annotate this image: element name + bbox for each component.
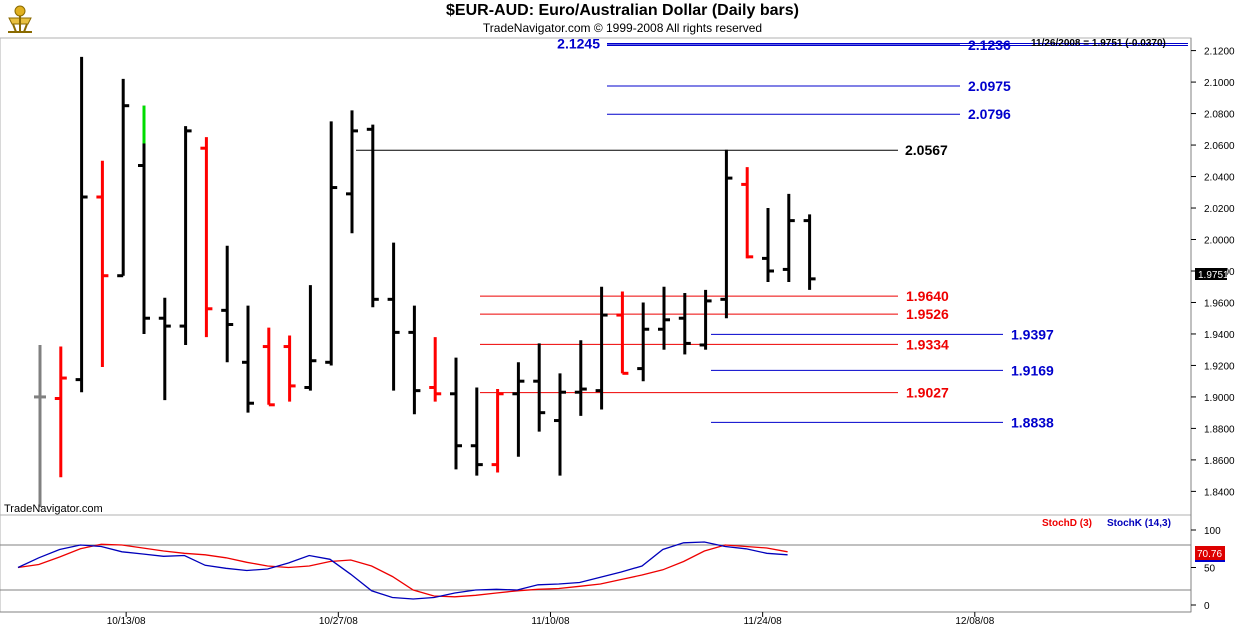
level-label: 2.0796 — [968, 106, 1011, 122]
date-axis: 10/13/08 10/27/08 11/10/08 11/24/08 12/08/08 — [107, 612, 995, 627]
level-label: 1.9526 — [906, 306, 949, 322]
date-tick-label: 10/27/08 — [319, 616, 358, 627]
price-tick-label: 1.9600 — [1204, 298, 1235, 309]
date-tick-label: 10/13/08 — [107, 616, 146, 627]
trade-navigator-logo-icon — [6, 2, 34, 34]
last-price-label: 1.9751 — [1198, 270, 1229, 281]
legend-stoch-k: StochK (14,3) — [1107, 518, 1171, 529]
price-tick-label: 1.8800 — [1204, 424, 1235, 435]
level-label: 2.1245 — [557, 36, 600, 52]
price-tick-label: 1.9000 — [1204, 393, 1235, 404]
price-tick-label: 1.8600 — [1204, 456, 1235, 467]
stochastic-tick-label: 50 — [1204, 564, 1216, 575]
price-tick-label: 1.9400 — [1204, 330, 1235, 341]
watermark-text: TradeNavigator.com — [4, 503, 103, 515]
level-label: 1.9169 — [1011, 362, 1054, 378]
price-tick-label: 2.0600 — [1204, 141, 1235, 152]
price-tick-label: 2.1200 — [1204, 47, 1235, 58]
date-tick-label: 11/10/08 — [531, 616, 570, 627]
level-label: 2.1236 — [968, 37, 1011, 53]
level-label: 2.0567 — [905, 142, 948, 158]
ohlc-bars — [34, 56, 816, 508]
stochastic-series-line — [17, 541, 788, 600]
date-tick-label: 12/08/08 — [955, 616, 994, 627]
stochastics-pane[interactable] — [0, 514, 1192, 613]
level-label: 1.9397 — [1011, 326, 1054, 342]
level-label: 1.9640 — [906, 288, 949, 304]
level-label: 1.9027 — [906, 385, 949, 401]
price-tick-label: 1.8400 — [1204, 487, 1235, 498]
level-label: 1.9334 — [906, 336, 949, 352]
chart-title: $EUR-AUD: Euro/Australian Dollar (Daily … — [446, 2, 799, 19]
stochastic-last-value: 70.76 — [1197, 549, 1222, 560]
price-tick-label: 2.0200 — [1204, 204, 1235, 215]
stochastic-axis: 100 50 0 — [1191, 526, 1221, 612]
price-tick-label: 2.0400 — [1204, 173, 1235, 184]
date-tick-label: 11/24/08 — [744, 616, 783, 627]
level-label: 1.8838 — [1011, 414, 1054, 430]
price-tick-label: 1.9200 — [1204, 361, 1235, 372]
stochastic-tick-label: 100 — [1204, 526, 1221, 537]
last-price-marker — [1195, 268, 1227, 280]
legend-stoch-d: StochD (3) — [1042, 518, 1092, 529]
level-label: 2.0975 — [968, 78, 1011, 94]
stochastic-lines — [0, 541, 1191, 600]
price-tick-label: 2.0000 — [1204, 236, 1235, 247]
price-pane[interactable] — [0, 37, 1192, 516]
stochastic-series-line — [17, 543, 788, 598]
chart-header: $EUR-AUD: Euro/Australian Dollar (Daily … — [0, 0, 1245, 38]
last-price-info: 11/26/2008 = 1.9751 (-0.0370) — [1031, 38, 1166, 49]
price-tick-label: 2.0800 — [1204, 110, 1235, 121]
stochastic-tick-label: 0 — [1204, 601, 1210, 612]
fibonacci-level-lines: 2.1245 2.1236 2.0975 2.0796 2.0567 1.9640 1.95… — [356, 36, 1188, 430]
price-tick-label: 2.1000 — [1204, 78, 1235, 89]
copyright-text: TradeNavigator.com © 1999-2008 All right… — [482, 21, 763, 35]
stochastic-last-value-marker — [1195, 546, 1225, 560]
